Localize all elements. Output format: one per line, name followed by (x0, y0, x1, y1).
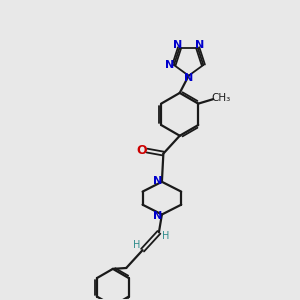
Text: CH₃: CH₃ (212, 93, 231, 103)
Text: O: O (136, 143, 147, 157)
Text: N: N (153, 211, 162, 221)
Text: N: N (184, 73, 193, 83)
Text: N: N (153, 176, 162, 186)
Text: N: N (195, 40, 204, 50)
Text: N: N (173, 40, 183, 50)
Text: H: H (133, 240, 140, 250)
Text: N: N (165, 60, 174, 70)
Text: H: H (162, 231, 169, 241)
